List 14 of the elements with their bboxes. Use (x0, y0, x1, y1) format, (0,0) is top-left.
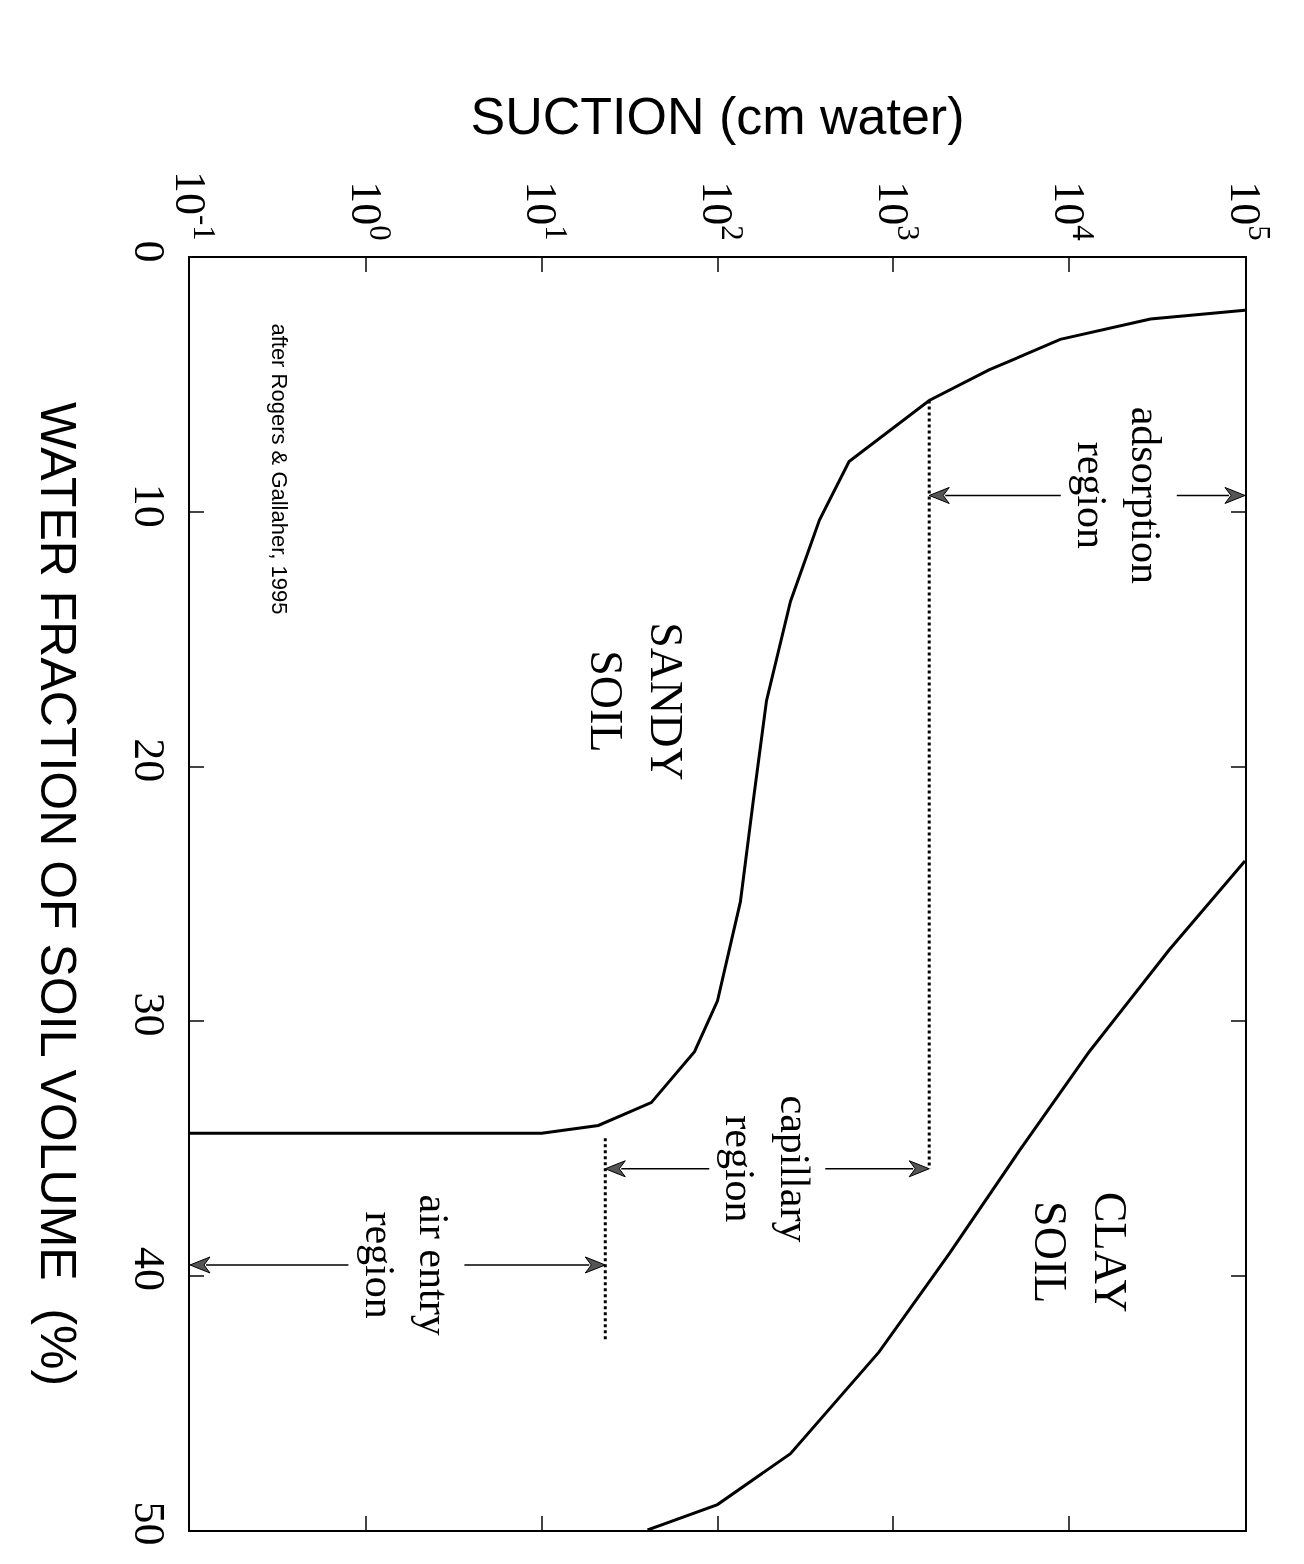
annotation: capillary region (717, 1095, 818, 1243)
y-tick-label: 20 (125, 738, 175, 783)
y-tick-label: 0 (125, 240, 175, 263)
annotation: air entry region (356, 1194, 458, 1336)
y-axis-title: WATER FRACTION OF SOIL VOLUME (%) (30, 401, 87, 1387)
y-tick-label: 30 (125, 992, 175, 1037)
y-tick-label: 50 (125, 1501, 175, 1546)
annotation: adsorption region (1068, 406, 1170, 585)
text: SANDY SOIL (581, 622, 693, 781)
text: CLAY SOIL (1024, 1191, 1136, 1313)
y-tick-label: 40 (125, 1247, 175, 1291)
annotation: after Rogers & Gallaher, 1995 (266, 323, 292, 615)
x-axis-title: SUCTION (cm water) (470, 86, 965, 145)
y-tick-label: 10 (125, 483, 175, 528)
